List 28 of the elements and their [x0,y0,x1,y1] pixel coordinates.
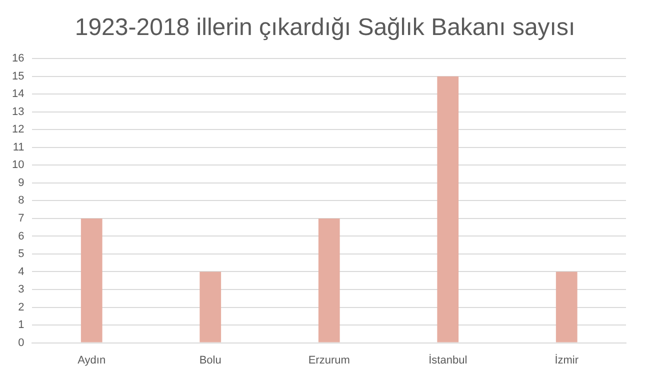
y-tick-label: 0 [18,336,24,349]
x-tick-label: Erzurum [308,354,350,366]
y-tick-label: 4 [18,266,24,278]
y-tick-label: 8 [18,194,24,207]
bar [437,76,459,342]
x-tick-label: Aydın [78,354,106,366]
bar [318,218,340,342]
x-tick-label: İzmir [554,353,579,366]
y-tick-label: 7 [18,212,24,224]
y-tick-label: 10 [12,159,24,172]
y-tick-label: 2 [18,301,24,314]
y-tick-label: 9 [18,176,24,189]
y-tick-label: 13 [12,106,24,118]
y-tick-label: 12 [12,124,24,136]
bar [80,218,102,342]
y-tick-label: 15 [12,70,24,82]
y-tick-label: 11 [12,141,24,154]
bar [556,272,578,342]
bar [200,272,222,342]
x-tick-label: İstanbul [428,353,468,366]
y-tick-label: 3 [18,284,24,296]
x-tick-label: Bolu [199,354,222,366]
chart-title: 1923-2018 illerin çıkardığı Sağlık Bakanı sayısı [74,14,576,43]
y-tick-label: 5 [18,248,24,260]
y-tick-label: 6 [18,230,24,242]
y-tick-label: 16 [12,52,24,65]
y-tick-label: 14 [12,88,24,100]
y-tick-label: 1 [18,319,24,332]
